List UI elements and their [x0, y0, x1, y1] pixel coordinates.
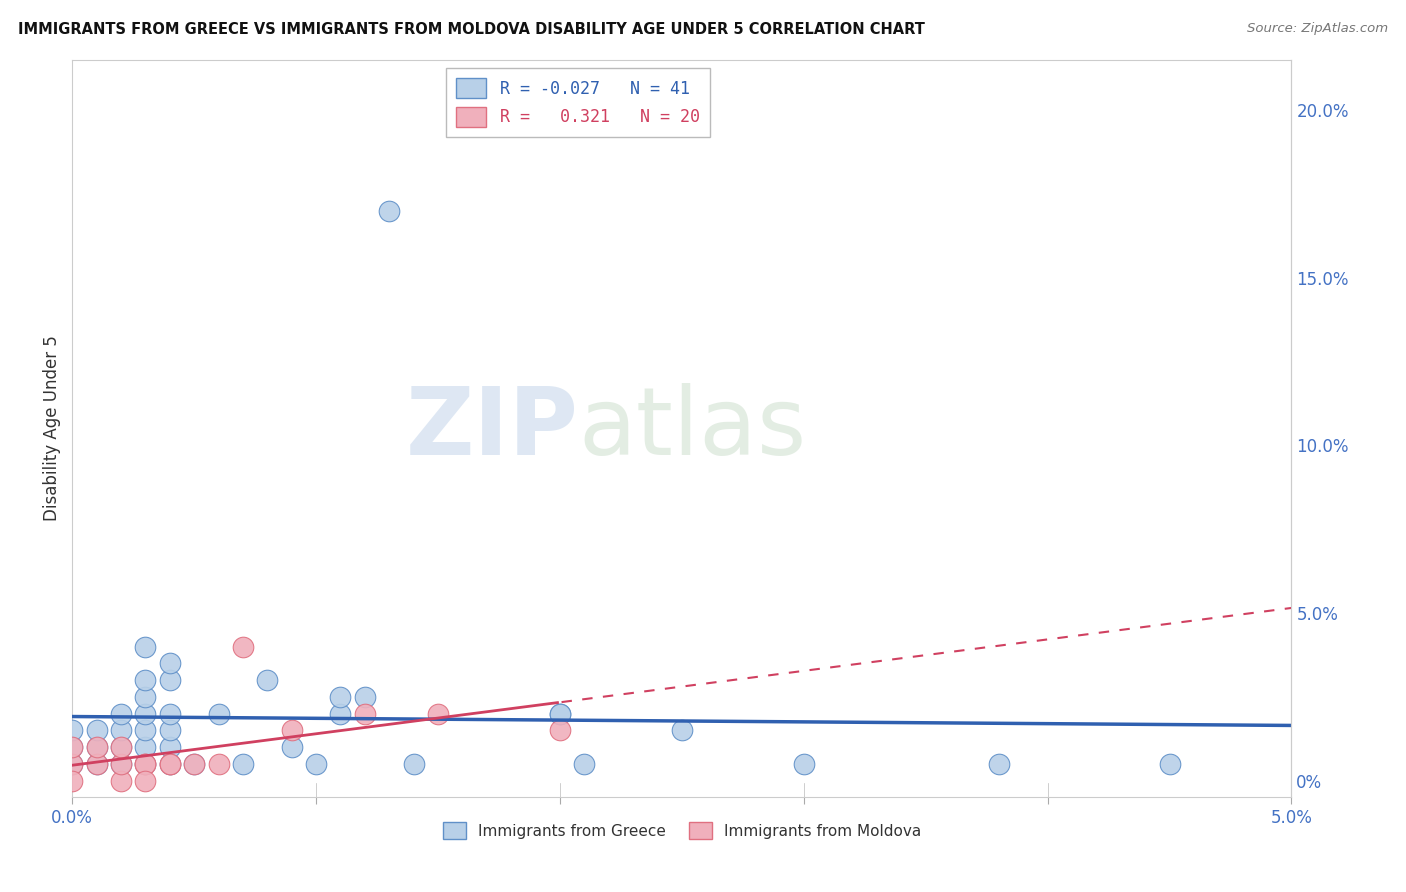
Point — [134, 673, 156, 687]
Point — [159, 657, 181, 671]
Point — [110, 706, 132, 721]
Point — [86, 756, 108, 771]
Point — [110, 756, 132, 771]
Point — [329, 690, 352, 704]
Point — [86, 756, 108, 771]
Point — [207, 706, 229, 721]
Point — [159, 756, 181, 771]
Text: atlas: atlas — [578, 383, 807, 475]
Point — [86, 740, 108, 755]
Point — [159, 723, 181, 738]
Point — [159, 740, 181, 755]
Point — [574, 756, 596, 771]
Point — [134, 706, 156, 721]
Point — [987, 756, 1010, 771]
Point — [232, 756, 254, 771]
Point — [207, 756, 229, 771]
Legend: Immigrants from Greece, Immigrants from Moldova: Immigrants from Greece, Immigrants from … — [437, 816, 927, 845]
Point — [60, 756, 83, 771]
Point — [60, 756, 83, 771]
Point — [427, 706, 450, 721]
Point — [134, 756, 156, 771]
Point — [60, 740, 83, 755]
Point — [159, 756, 181, 771]
Point — [110, 756, 132, 771]
Point — [793, 756, 815, 771]
Point — [86, 740, 108, 755]
Point — [134, 740, 156, 755]
Point — [232, 640, 254, 654]
Point — [60, 773, 83, 788]
Point — [159, 673, 181, 687]
Point — [1159, 756, 1181, 771]
Point — [256, 673, 278, 687]
Point — [134, 756, 156, 771]
Point — [134, 756, 156, 771]
Y-axis label: Disability Age Under 5: Disability Age Under 5 — [44, 335, 60, 522]
Point — [110, 773, 132, 788]
Point — [183, 756, 205, 771]
Point — [280, 740, 302, 755]
Point — [548, 706, 571, 721]
Point — [353, 690, 375, 704]
Point — [86, 723, 108, 738]
Text: Source: ZipAtlas.com: Source: ZipAtlas.com — [1247, 22, 1388, 36]
Point — [159, 706, 181, 721]
Point — [110, 740, 132, 755]
Point — [134, 773, 156, 788]
Point — [548, 723, 571, 738]
Point — [110, 723, 132, 738]
Point — [60, 723, 83, 738]
Point — [134, 690, 156, 704]
Point — [110, 740, 132, 755]
Point — [671, 723, 693, 738]
Point — [134, 723, 156, 738]
Point — [183, 756, 205, 771]
Text: ZIP: ZIP — [405, 383, 578, 475]
Text: IMMIGRANTS FROM GREECE VS IMMIGRANTS FROM MOLDOVA DISABILITY AGE UNDER 5 CORRELA: IMMIGRANTS FROM GREECE VS IMMIGRANTS FRO… — [18, 22, 925, 37]
Point — [305, 756, 328, 771]
Point — [353, 706, 375, 721]
Point — [60, 740, 83, 755]
Point — [378, 203, 401, 218]
Point — [159, 756, 181, 771]
Point — [329, 706, 352, 721]
Point — [134, 640, 156, 654]
Point — [402, 756, 425, 771]
Point — [280, 723, 302, 738]
Point — [548, 706, 571, 721]
